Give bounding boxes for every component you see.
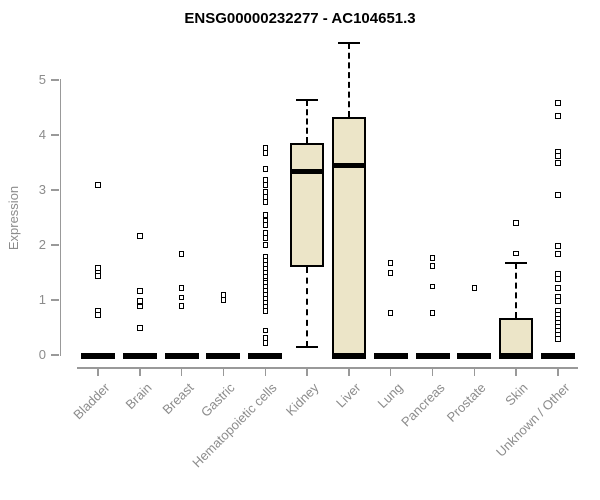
whisker-cap-upper: [296, 98, 319, 101]
whisker-upper: [515, 263, 518, 319]
outlier-point: [429, 310, 436, 316]
outlier-point: [555, 113, 561, 119]
outlier-point: [137, 303, 143, 310]
zero-bar: [122, 353, 157, 359]
outlier-point: [262, 308, 269, 314]
outlier-point: [555, 100, 561, 106]
outlier-point: [262, 242, 269, 248]
outlier-point: [555, 160, 561, 166]
outlier-point: [95, 312, 101, 318]
x-axis-tick: [515, 368, 517, 376]
outlier-point: [513, 250, 519, 256]
outlier-point: [178, 294, 185, 300]
outlier-point: [429, 255, 436, 261]
y-tick-label: 4: [38, 127, 46, 142]
zero-bar: [541, 353, 576, 359]
outlier-point: [555, 276, 561, 282]
x-axis-tick: [348, 368, 350, 376]
y-axis-tick: [51, 189, 59, 191]
y-tick-label: 3: [38, 182, 46, 197]
y-tick-label: 1: [38, 292, 46, 307]
outlier-point: [429, 283, 436, 289]
y-axis-tick: [51, 299, 59, 301]
x-axis-line: [77, 367, 578, 369]
whisker-cap-upper: [505, 262, 528, 265]
whisker-cap-lower: [296, 345, 319, 348]
outlier-point: [387, 270, 394, 276]
x-axis-tick: [97, 368, 99, 376]
zero-bar: [206, 353, 241, 359]
outlier-point: [262, 327, 269, 333]
outlier-point: [262, 150, 269, 156]
outlier-point: [555, 298, 561, 304]
outlier-point: [555, 336, 561, 342]
y-axis-tick: [51, 134, 59, 136]
y-axis-tick: [51, 354, 59, 356]
x-axis-tick: [557, 368, 559, 376]
outlier-point: [95, 273, 101, 279]
outlier-point: [137, 298, 143, 304]
x-axis-tick: [222, 368, 225, 376]
zero-bar: [457, 353, 492, 359]
outlier-point: [137, 288, 143, 294]
whisker-cap-upper: [337, 42, 360, 45]
box: [331, 116, 366, 355]
outlier-point: [262, 235, 269, 241]
outlier-point: [513, 220, 519, 226]
y-axis-tick: [51, 79, 59, 81]
outlier-point: [137, 233, 143, 239]
outlier-point: [471, 285, 478, 291]
x-axis-tick: [264, 368, 267, 376]
whisker-upper: [306, 99, 309, 144]
y-tick-label: 2: [38, 237, 46, 252]
outlier-point: [555, 251, 561, 257]
outlier-point: [178, 285, 185, 291]
zero-bar: [373, 353, 408, 359]
y-axis-line: [59, 79, 61, 356]
outlier-point: [262, 222, 269, 228]
outlier-point: [555, 285, 561, 291]
outlier-point: [262, 199, 269, 205]
x-axis-tick: [139, 368, 141, 376]
zero-bar: [499, 353, 534, 359]
outlier-point: [220, 297, 227, 303]
x-axis-tick: [389, 368, 392, 376]
outlier-point: [555, 153, 561, 159]
zero-bar: [415, 353, 450, 359]
chart-title: ENSG00000232277 - AC104651.3: [184, 10, 416, 27]
x-axis-tick: [473, 368, 476, 376]
outlier-point: [95, 182, 101, 188]
outlier-point: [137, 325, 143, 331]
y-tick-label: 5: [38, 72, 46, 87]
x-axis-tick: [431, 368, 434, 376]
y-axis-label: Expression: [6, 185, 21, 251]
whisker-upper: [347, 43, 350, 117]
outlier-point: [555, 243, 561, 249]
outlier-point: [178, 251, 185, 257]
zero-bar: [331, 353, 366, 359]
whisker-lower: [306, 267, 309, 347]
outlier-point: [429, 263, 436, 269]
outlier-point: [262, 340, 269, 346]
x-axis-tick: [306, 368, 308, 376]
outlier-point: [262, 212, 269, 218]
zero-bar: [164, 353, 199, 359]
box: [499, 318, 534, 355]
zero-bar: [81, 353, 115, 359]
y-axis-tick: [51, 244, 59, 246]
zero-bar: [248, 353, 283, 359]
median-line: [292, 169, 323, 175]
outlier-point: [555, 192, 561, 198]
outlier-point: [178, 303, 185, 309]
median-line: [333, 162, 364, 168]
outlier-point: [262, 182, 269, 188]
outlier-point: [387, 260, 394, 266]
outlier-point: [387, 310, 394, 316]
x-axis-tick: [180, 368, 183, 376]
outlier-point: [262, 166, 269, 172]
box: [290, 143, 325, 267]
y-tick-label: 0: [38, 347, 46, 362]
